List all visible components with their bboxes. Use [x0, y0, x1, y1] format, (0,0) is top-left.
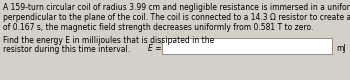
Text: mJ: mJ: [336, 44, 346, 53]
Bar: [162, 38, 332, 54]
Text: A 159-turn circular coil of radius 3.99 cm and negligible resistance is immersed: A 159-turn circular coil of radius 3.99 …: [3, 3, 350, 12]
Text: of 0.167 s, the magnetic field strength decreases uniformly from 0.581 T to zero: of 0.167 s, the magnetic field strength …: [3, 23, 313, 32]
Text: resistor during this time interval.: resistor during this time interval.: [3, 45, 130, 54]
Text: Find the energy E in millijoules that is dissipated in the: Find the energy E in millijoules that is…: [3, 36, 214, 45]
Text: perpendicular to the plane of the coil. The coil is connected to a 14.3 Ω resist: perpendicular to the plane of the coil. …: [3, 13, 350, 22]
Text: E =: E =: [148, 44, 162, 53]
